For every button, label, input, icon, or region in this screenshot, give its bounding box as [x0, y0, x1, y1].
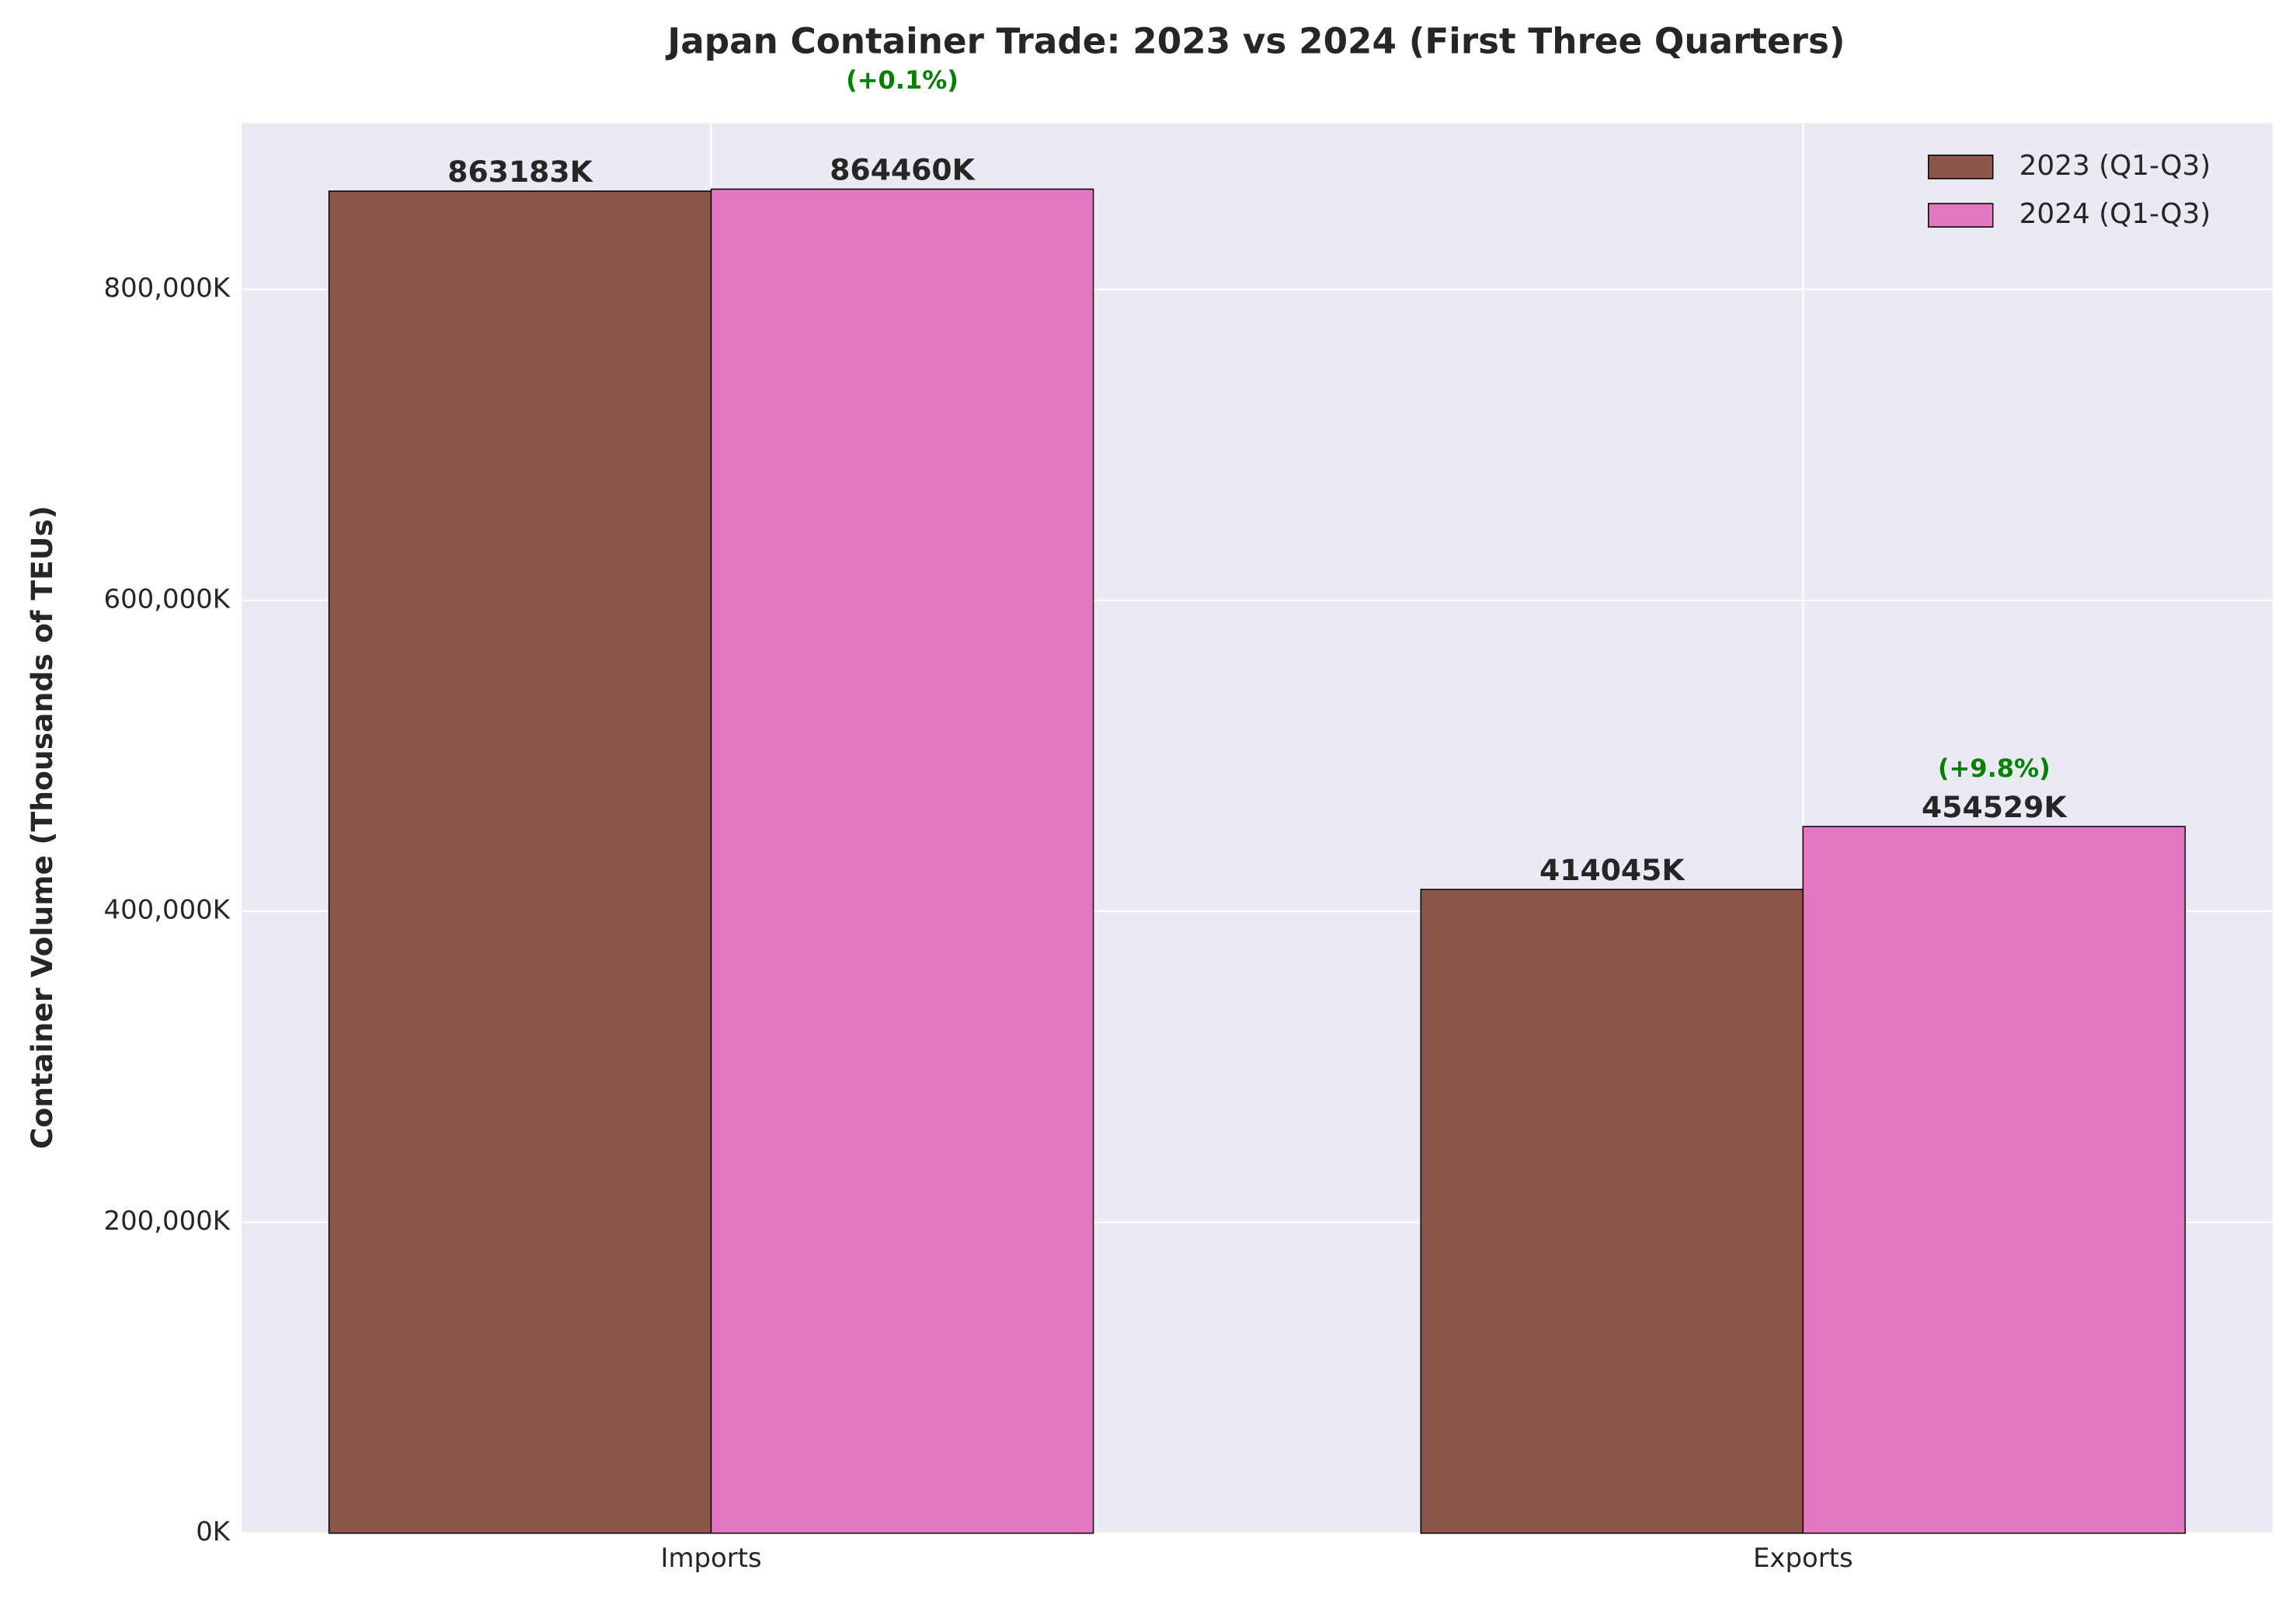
y-tick-label: 0K	[196, 1517, 231, 1547]
x-tick-label: Exports	[1753, 1544, 1853, 1574]
legend-swatch	[1928, 203, 1994, 228]
x-tick-label: Imports	[660, 1544, 761, 1574]
chart-title: Japan Container Trade: 2023 vs 2024 (Fir…	[665, 21, 1845, 62]
marks	[328, 188, 2186, 1534]
value-label: 454529K	[1922, 790, 2068, 824]
bar	[1802, 826, 2186, 1534]
labels: 0K 200,000K 400,000K 600,000K 800,000K Import…	[103, 65, 2068, 1574]
y-tick-label: 200,000K	[103, 1206, 230, 1237]
legend-label: 2023 (Q1-Q3)	[2019, 150, 2211, 182]
value-label: 864460K	[830, 152, 976, 186]
bar	[710, 188, 1094, 1534]
y-tick-label: 400,000K	[103, 896, 230, 926]
value-label: 863183K	[447, 155, 593, 189]
y-tick-label: 600,000K	[103, 584, 230, 614]
value-label: 414045K	[1539, 853, 1685, 887]
bar	[328, 190, 712, 1534]
legend-swatch	[1928, 155, 1994, 179]
y-tick-label: 800,000K	[103, 273, 230, 304]
y-axis-label: Container Volume (Thousands of TEUs)	[25, 506, 59, 1149]
bar	[1420, 889, 1804, 1534]
annotation: (+0.1%)	[846, 65, 958, 95]
legend: 2023 (Q1-Q3) 2024 (Q1-Q3)	[1928, 150, 2211, 230]
legend-label: 2024 (Q1-Q3)	[2019, 198, 2211, 230]
annotation: (+9.8%)	[1938, 754, 2051, 783]
